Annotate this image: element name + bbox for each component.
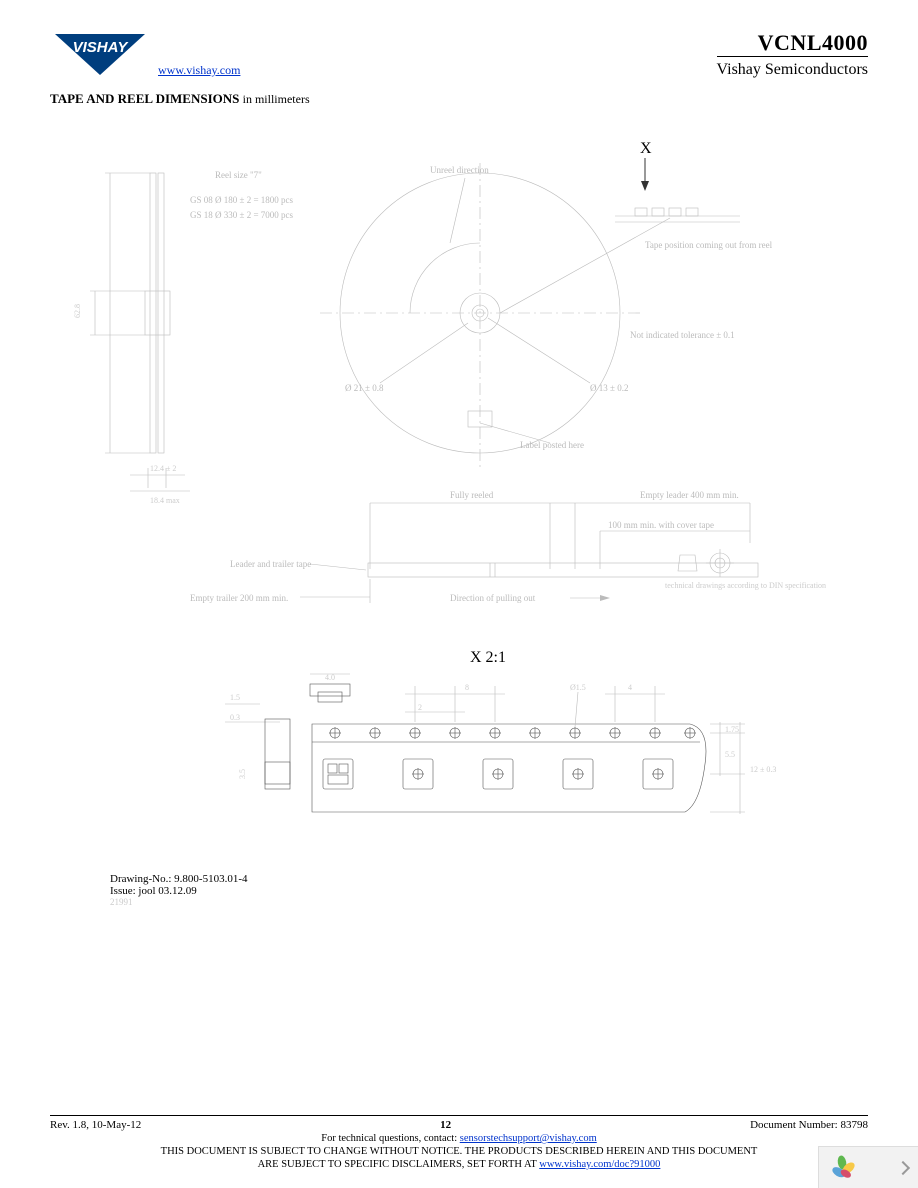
empty-leader: Empty leader 400 mm min.	[640, 490, 739, 500]
reel-diagram-area: X 62.8 Reel size "7" GS 08 Ø 180 ± 2 = 1…	[50, 123, 868, 628]
dim-12: 12 ± 0.3	[750, 765, 776, 774]
dia-21: Ø 21 ± 0.8	[345, 383, 384, 393]
tape-position1: Tape position coming out from reel	[645, 240, 773, 250]
empty-trailer: Empty trailer 200 mm min.	[190, 593, 288, 603]
tape-svg: X 2:1 4.0 1.5 0.3 3.5	[50, 644, 850, 864]
vishay-logo: VISHAY	[50, 30, 150, 78]
dia-13: Ø 13 ± 0.2	[590, 383, 628, 393]
page-footer: Rev. 1.8, 10-May-12 12 Document Number: …	[50, 1115, 868, 1170]
tape-pockets	[323, 759, 673, 789]
tape-diagram-area: X 2:1 4.0 1.5 0.3 3.5	[50, 644, 868, 869]
tech-email[interactable]: sensorstechsupport@vishay.com	[460, 1133, 597, 1144]
dim-0-3: 0.3	[230, 713, 240, 722]
header-divider	[717, 56, 868, 57]
part-number: VCNL4000	[717, 30, 868, 56]
logo-area: VISHAY www.vishay.com	[50, 30, 240, 78]
footer-divider	[50, 1115, 868, 1116]
section-title: TAPE AND REEL DIMENSIONS in millimeters	[50, 91, 868, 107]
dim-4: 4	[628, 683, 632, 692]
full-reeled: Fully reeled	[450, 490, 494, 500]
site-link[interactable]: www.vishay.com	[158, 63, 240, 78]
leader-trailer: Leader and trailer tape	[230, 559, 311, 569]
gs18-label: GS 18 Ø 330 ± 2 = 7000 pcs	[190, 210, 294, 220]
section-unit: in millimeters	[243, 92, 310, 106]
scale-label: X 2:1	[470, 649, 506, 666]
dim-side: 3.5	[238, 769, 247, 779]
section-title-text: TAPE AND REEL DIMENSIONS	[50, 91, 239, 106]
dim-5-5: 5.5	[725, 750, 735, 759]
x-marker: X	[640, 140, 652, 157]
datasheet-page: VISHAY www.vishay.com VCNL4000 Vishay Se…	[0, 0, 918, 1188]
tech-note1: technical drawings according to DIN spec…	[665, 581, 826, 590]
sprocket-holes	[329, 727, 696, 739]
tech-prefix: For technical questions, contact:	[321, 1133, 457, 1144]
doc-number: Document Number: 83798	[750, 1119, 868, 1131]
disclaimer-link[interactable]: www.vishay.com/doc?91000	[539, 1159, 660, 1170]
reel-size-label: Reel size "7"	[215, 170, 262, 180]
tolerance-note: Not indicated tolerance ± 0.1	[630, 330, 735, 340]
dim-8: 8	[465, 683, 469, 692]
cover-tape: 100 mm min. with cover tape	[608, 520, 714, 530]
page-header: VISHAY www.vishay.com VCNL4000 Vishay Se…	[50, 30, 868, 79]
brand-name: Vishay Semiconductors	[717, 61, 868, 79]
header-right: VCNL4000 Vishay Semiconductors	[717, 30, 868, 79]
dim-1-75: 1.75	[725, 725, 739, 734]
dim-4-0: 4.0	[325, 673, 335, 682]
petal-icon	[829, 1154, 857, 1182]
dim-hole: Ø1.5	[570, 683, 586, 692]
drawing-no: Drawing-No.: 9.800-5103.01-4	[110, 873, 868, 885]
unreel-direction: Unreel direction	[430, 165, 489, 175]
footer-disclaimer2: ARE SUBJECT TO SPECIFIC DISCLAIMERS, SET…	[50, 1159, 868, 1170]
disclaimer2-text: ARE SUBJECT TO SPECIFIC DISCLAIMERS, SET…	[258, 1159, 537, 1170]
ref-no: 21991	[110, 897, 868, 907]
width-12-4: 12.4 ± 2	[150, 464, 176, 473]
reel-svg: X 62.8 Reel size "7" GS 08 Ø 180 ± 2 = 1…	[50, 123, 850, 623]
issue-date: Issue: jool 03.12.09	[110, 885, 868, 897]
dim-label: 62.8	[73, 304, 82, 318]
chevron-right-icon	[896, 1160, 910, 1174]
footer-disclaimer1: THIS DOCUMENT IS SUBJECT TO CHANGE WITHO…	[50, 1146, 868, 1157]
pulling-direction: Direction of pulling out	[450, 593, 536, 603]
drawing-notes: Drawing-No.: 9.800-5103.01-4 Issue: jool…	[110, 873, 868, 907]
svg-text:VISHAY: VISHAY	[73, 39, 130, 56]
label-posted: Label posted here	[520, 440, 584, 450]
dim-1-5: 1.5	[230, 693, 240, 702]
revision: Rev. 1.8, 10-May-12	[50, 1119, 141, 1131]
page-number: 12	[440, 1119, 451, 1131]
dim-2: 2	[418, 703, 422, 712]
width-18-4: 18.4 max	[150, 496, 180, 505]
footer-row-1: Rev. 1.8, 10-May-12 12 Document Number: …	[50, 1119, 868, 1131]
gs08-label: GS 08 Ø 180 ± 2 = 1800 pcs	[190, 195, 294, 205]
corner-widget[interactable]	[818, 1146, 918, 1188]
footer-tech: For technical questions, contact: sensor…	[50, 1133, 868, 1144]
